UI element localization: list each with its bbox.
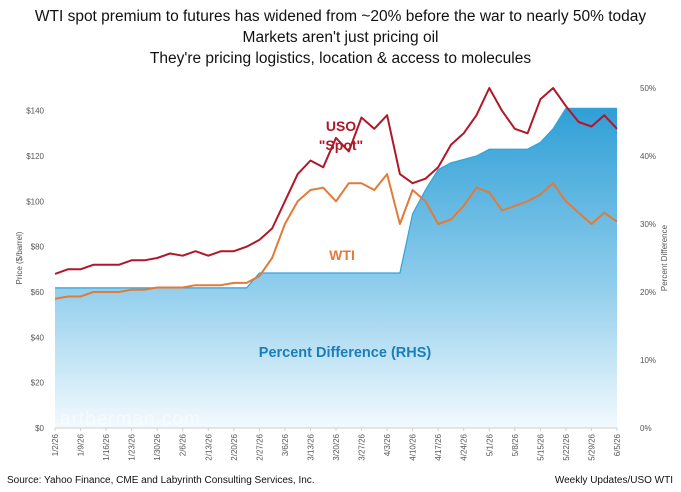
x-tick-label: 2/20/26	[230, 433, 239, 460]
percent-difference-line	[55, 107, 617, 289]
chart-subtitle-2: They're pricing logistics, location & ac…	[149, 50, 532, 67]
chart-title: WTI spot premium to futures has widened …	[34, 8, 647, 25]
watermark: artberman.com	[60, 409, 201, 430]
uso-spot-line	[54, 87, 618, 275]
y2-tick-label: 40%	[640, 152, 656, 161]
y-tick-label: $20	[31, 379, 45, 388]
y-tick-label: $60	[31, 288, 45, 297]
x-tick-label: 3/6/26	[281, 433, 290, 456]
x-tick-label: 2/13/26	[204, 433, 213, 460]
x-tick-label: 2/6/26	[179, 433, 188, 456]
wti-line	[54, 173, 618, 300]
chart-subtitle-1: Markets aren't just pricing oil	[242, 29, 439, 46]
y-tick-label: $0	[35, 424, 44, 433]
price-lines-layer	[54, 87, 618, 300]
axes-layer: $0 $20 $40 $60 $80 $100 $120 $140 0% 10% 20% 30% 40%…	[15, 84, 669, 461]
annotations-layer: USO "Spot" WTI Percent Difference (RHS)	[259, 118, 432, 361]
x-tick-label: 5/29/26	[587, 433, 596, 460]
y2-tick-label: 30%	[640, 220, 656, 229]
x-tick-label: 5/15/26	[536, 433, 545, 460]
x-tick-label: 4/10/26	[409, 433, 418, 460]
x-tick-label: 1/9/26	[77, 433, 86, 456]
x-tick-label: 4/17/26	[434, 433, 443, 460]
x-tick-label: 4/24/26	[460, 433, 469, 460]
wti-label: WTI	[329, 247, 355, 263]
uso-label-line1: USO	[326, 118, 356, 134]
credit-note: Weekly Updates/USO WTI	[554, 475, 673, 486]
uso-label-line2: "Spot"	[319, 137, 363, 153]
x-tick-label: 4/3/26	[383, 433, 392, 456]
x-tick-label: 1/30/26	[153, 433, 162, 460]
y-axis-title: Price ($/barrel)	[15, 231, 24, 284]
percent-difference-area-layer	[55, 107, 617, 429]
x-tick-label: 3/20/26	[332, 433, 341, 460]
y2-tick-label: 50%	[640, 84, 656, 93]
x-tick-label: 2/27/26	[255, 433, 264, 460]
y-tick-label: $100	[26, 197, 44, 206]
x-tick-label: 3/27/26	[358, 433, 367, 460]
percent-difference-area	[55, 108, 617, 429]
x-tick-label: 6/5/26	[613, 433, 622, 456]
y2-tick-label: 20%	[640, 288, 656, 297]
x-tick-label: 5/1/26	[485, 433, 494, 456]
x-tick-label: 5/8/26	[511, 433, 520, 456]
x-tick-label: 1/23/26	[128, 433, 137, 460]
chart-title-block: WTI spot premium to futures has widened …	[0, 6, 681, 69]
y-tick-label: $80	[31, 243, 45, 252]
source-note: Source: Yahoo Finance, CME and Labyrinth…	[7, 475, 315, 486]
y-tick-label: $40	[31, 333, 45, 342]
y2-tick-label: 0%	[640, 424, 652, 433]
y-tick-label: $120	[26, 152, 44, 161]
x-tick-label: 3/13/26	[306, 433, 315, 460]
y2-tick-label: 10%	[640, 356, 656, 365]
percent-difference-label: Percent Difference (RHS)	[259, 345, 432, 361]
x-tick-label: 1/2/26	[51, 433, 60, 456]
y-tick-label: $140	[26, 107, 44, 116]
x-tick-label: 5/22/26	[562, 433, 571, 460]
y2-axis-title: Percent Difference	[660, 224, 669, 291]
x-tick-label: 1/16/26	[102, 433, 111, 460]
